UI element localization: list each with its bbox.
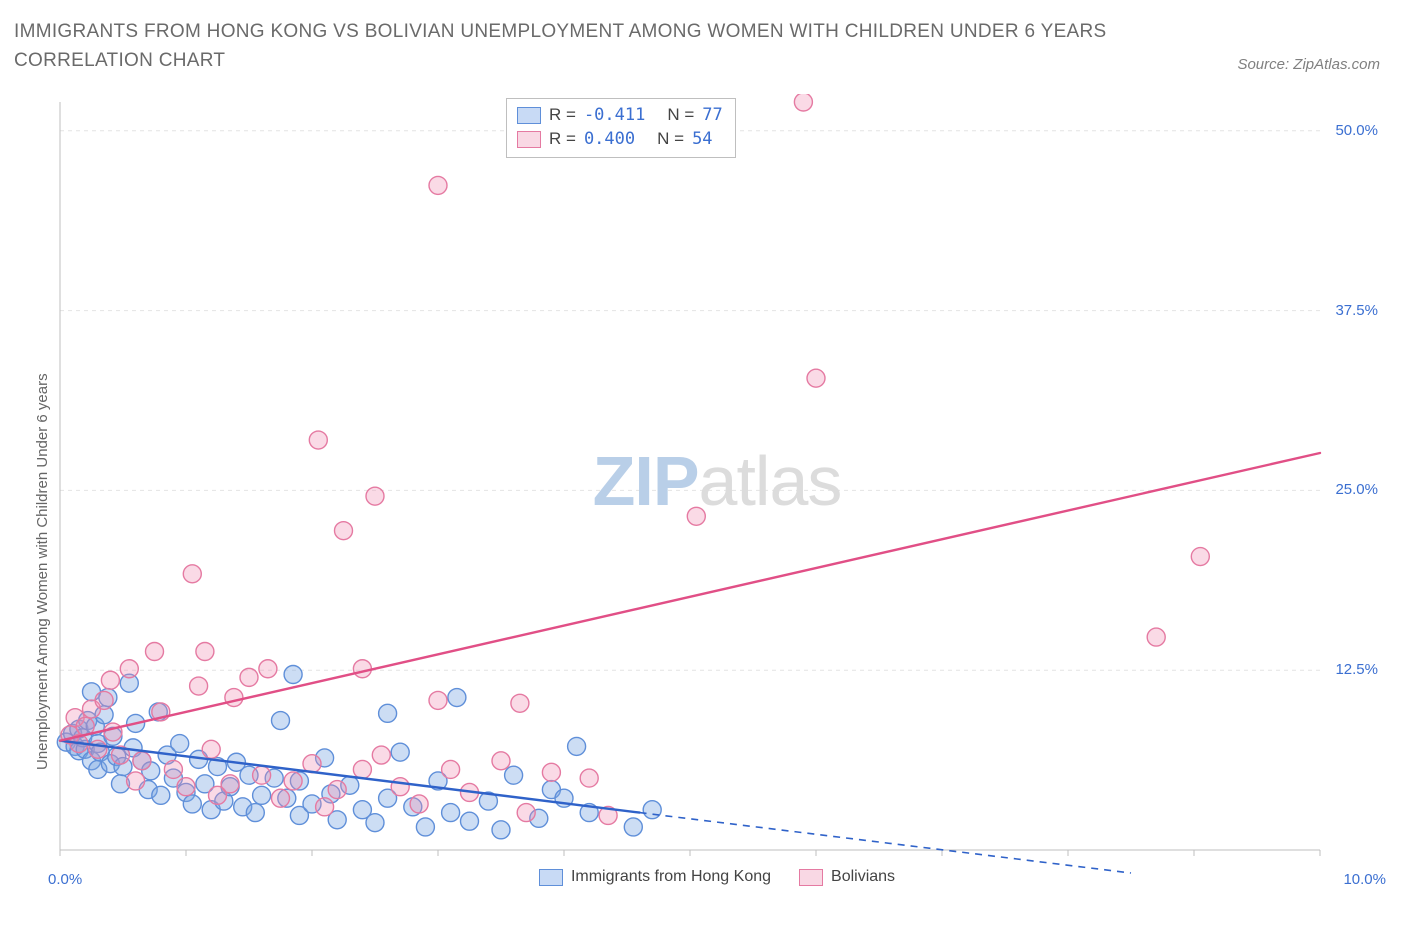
scatter-plot (56, 94, 1378, 884)
correlation-legend: R = -0.411 N = 77 R = 0.400 N = 54 (506, 98, 736, 158)
chart-area: ZIPatlas R = -0.411 N = 77 R = 0.400 N =… (56, 94, 1378, 884)
legend-r-value: 0.400 (584, 129, 635, 149)
legend-series-label: Bolivians (831, 868, 895, 886)
legend-swatch-blue (517, 107, 541, 124)
legend-swatch-pink (517, 131, 541, 148)
legend-series-label: Immigrants from Hong Kong (571, 868, 771, 886)
y-axis-tick-label: 50.0% (1324, 122, 1378, 139)
y-axis-tick-label: 12.5% (1324, 661, 1378, 678)
legend-r-label: R = (549, 129, 576, 149)
series-legend: Immigrants from Hong Kong Bolivians (56, 868, 1378, 886)
legend-n-value: 54 (692, 129, 712, 149)
y-axis-label: Unemployment Among Women with Children U… (34, 373, 51, 770)
legend-swatch-pink (799, 869, 823, 886)
legend-r-label: R = (549, 105, 576, 125)
legend-swatch-blue (539, 869, 563, 886)
chart-title: IMMIGRANTS FROM HONG KONG VS BOLIVIAN UN… (14, 18, 1134, 75)
legend-item: Immigrants from Hong Kong (539, 868, 771, 886)
y-axis-tick-label: 25.0% (1324, 481, 1378, 498)
legend-n-label: N = (667, 105, 694, 125)
legend-row: R = 0.400 N = 54 (517, 127, 723, 151)
y-axis-tick-label: 37.5% (1324, 302, 1378, 319)
source-attribution: Source: ZipAtlas.com (1237, 56, 1380, 73)
legend-n-value: 77 (702, 105, 722, 125)
legend-r-value: -0.411 (584, 105, 645, 125)
legend-row: R = -0.411 N = 77 (517, 103, 723, 127)
legend-item: Bolivians (799, 868, 895, 886)
legend-n-label: N = (657, 129, 684, 149)
